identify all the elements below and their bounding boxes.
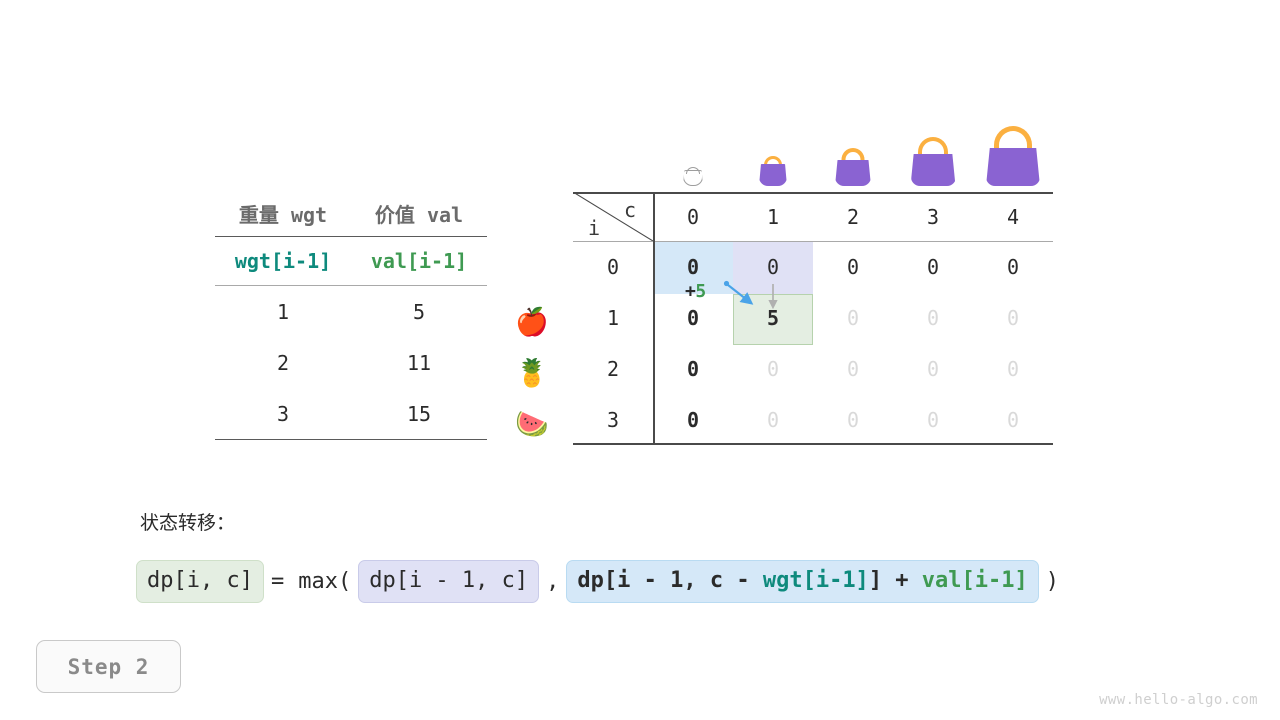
dp-cell-2-4: 0 xyxy=(1006,356,1020,381)
dp-cell-2-2: 0 xyxy=(846,356,860,381)
plus-value-annotation: +5 xyxy=(685,281,706,302)
fruit-icon-column: 🍎 🍍 🍉 xyxy=(505,290,559,450)
formula-max-open: max( xyxy=(298,569,352,594)
dp-bottom-border xyxy=(573,443,1053,445)
formula-close-paren: ) xyxy=(1045,569,1060,594)
diagonal-divider-icon xyxy=(573,192,653,241)
col-header-weight: 重量 wgt xyxy=(238,202,328,227)
variable-divider xyxy=(215,285,487,286)
dp-row-header-3: 3 xyxy=(606,407,620,432)
dp-cell-0-0: 0 xyxy=(686,254,700,279)
dp-col-header-2: 2 xyxy=(846,204,860,229)
bag-icon-capacity-0 xyxy=(653,126,733,186)
bag-icon-capacity-3 xyxy=(893,126,973,186)
cell-val-1: 5 xyxy=(412,299,426,324)
dp-cell-2-3: 0 xyxy=(926,356,940,381)
dp-cell-2-0: 0 xyxy=(686,356,700,381)
dp-cell-1-3: 0 xyxy=(926,305,940,330)
watermark: www.hello-algo.com xyxy=(1099,692,1258,708)
annotation-plus-sign: + xyxy=(685,281,696,302)
dp-col-header-4: 4 xyxy=(1006,204,1020,229)
dp-cell-1-1: 5 xyxy=(766,305,780,330)
dp-vertical-border xyxy=(653,192,655,445)
dp-cell-0-2: 0 xyxy=(846,254,860,279)
bag-capacity-icons xyxy=(653,126,1053,186)
dp-cell-1-2: 0 xyxy=(846,305,860,330)
dp-cell-2-1: 0 xyxy=(766,356,780,381)
dp-top-border xyxy=(573,192,1053,194)
header-divider xyxy=(215,236,487,237)
watermelon-emoji-icon: 🍉 xyxy=(515,409,549,440)
dp-cell-0-1: 0 xyxy=(766,254,780,279)
cell-wgt-1: 1 xyxy=(276,299,290,324)
dp-cell-3-1: 0 xyxy=(766,407,780,432)
dp-cell-0-3: 0 xyxy=(926,254,940,279)
dp-corner-header: c i xyxy=(573,192,653,241)
formula-token-val: val[i-1] xyxy=(921,568,1028,593)
formula-token-wgt: wgt[i-1] xyxy=(762,568,869,593)
dp-cell-0-4: 0 xyxy=(1006,254,1020,279)
formula-target-term: dp[i, c] xyxy=(136,560,264,603)
bag-icon-capacity-1 xyxy=(733,126,813,186)
dp-row-header-1: 1 xyxy=(606,305,620,330)
table-row: 3 15 xyxy=(215,388,487,439)
col-header-value: 价值 val xyxy=(374,202,464,227)
dp-cell-3-4: 0 xyxy=(1006,407,1020,432)
items-table-header-row: 重量 wgt 价值 val xyxy=(215,190,487,236)
dp-col-header-1: 1 xyxy=(766,204,780,229)
annotation-value: 5 xyxy=(695,281,706,302)
cell-val-2: 11 xyxy=(406,350,432,375)
table-bottom-divider xyxy=(215,439,487,440)
cell-wgt-expression: wgt[i-1] xyxy=(234,249,332,273)
items-table: 重量 wgt 价值 val wgt[i-1] val[i-1] 1 5 2 11… xyxy=(215,190,487,440)
dp-header-border xyxy=(573,241,1053,242)
dp-cell-1-0: 0 xyxy=(686,305,700,330)
formula-take-prefix: dp[i - 1, c - xyxy=(577,568,763,593)
bag-icon-capacity-4 xyxy=(973,126,1053,186)
dp-col-axis-label: c xyxy=(623,198,636,222)
pineapple-emoji-icon: 🍍 xyxy=(515,358,549,389)
dp-cell-3-3: 0 xyxy=(926,407,940,432)
dp-row-axis-label: i xyxy=(588,216,601,240)
dp-col-header-3: 3 xyxy=(926,204,940,229)
formula-take-mid: ] + xyxy=(868,568,922,593)
state-transition-formula: dp[i, c] = max( dp[i - 1, c] , dp[i - 1,… xyxy=(136,560,1066,603)
state-transition-caption: 状态转移： xyxy=(140,512,236,534)
formula-skip-term: dp[i - 1, c] xyxy=(358,560,540,603)
dp-row-header-0: 0 xyxy=(606,254,620,279)
cell-val-3: 15 xyxy=(406,401,432,426)
items-table-variable-row: wgt[i-1] val[i-1] xyxy=(215,237,487,285)
cell-wgt-3: 3 xyxy=(276,401,290,426)
dp-cell-3-2: 0 xyxy=(846,407,860,432)
formula-equals: = xyxy=(270,569,285,594)
dp-cell-3-0: 0 xyxy=(686,407,700,432)
dp-col-header-0: 0 xyxy=(686,204,700,229)
table-row: 2 11 xyxy=(215,337,487,388)
dp-row-header-2: 2 xyxy=(606,356,620,381)
highlight-cell-blue xyxy=(653,241,733,294)
formula-take-term: dp[i - 1, c - wgt[i-1]] + val[i-1] xyxy=(566,560,1039,603)
bag-icon-capacity-2 xyxy=(813,126,893,186)
cell-val-expression: val[i-1] xyxy=(370,249,468,273)
formula-comma: , xyxy=(546,569,560,594)
dp-cell-1-4: 0 xyxy=(1006,305,1020,330)
step-badge: Step 2 xyxy=(36,640,181,693)
dp-table: c i 0 1 2 3 4 0 1 2 3 0 0 0 0 0 0 5 0 0 … xyxy=(573,192,1053,445)
apple-emoji-icon: 🍎 xyxy=(515,307,549,338)
table-row: 1 5 xyxy=(215,286,487,337)
cell-wgt-2: 2 xyxy=(276,350,290,375)
